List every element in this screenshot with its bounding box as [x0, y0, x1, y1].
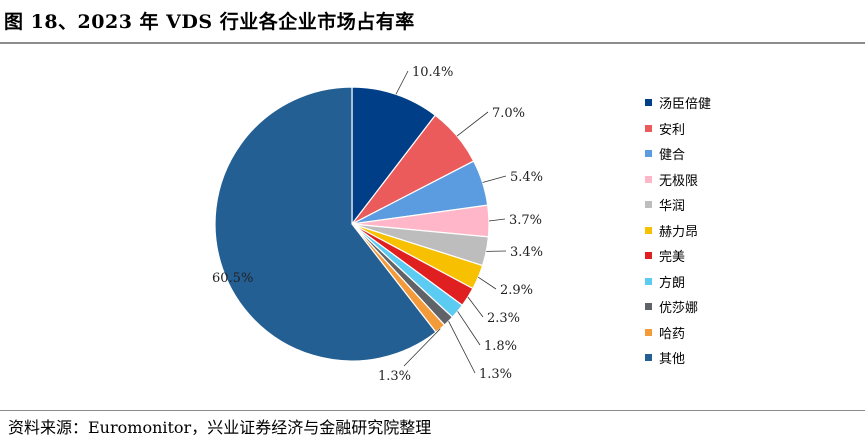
legend-swatch — [645, 201, 652, 209]
leader-line-6 — [478, 276, 497, 290]
chart-title: 图 18、2023 年 VDS 行业各企业市场占有率 — [4, 11, 415, 33]
data-label-3: 5.4% — [510, 170, 543, 185]
legend-swatch — [645, 277, 652, 285]
data-label-9: 1.3% — [479, 367, 512, 382]
data-label-2: 7.0% — [492, 106, 525, 121]
legend-label: 无极限 — [659, 173, 699, 189]
legend-label: 华润 — [659, 199, 686, 215]
legend-label: 优莎娜 — [659, 301, 699, 317]
leader-line-2 — [456, 111, 489, 137]
pie-slice-1 — [351, 86, 437, 226]
leader-line-3 — [482, 175, 507, 183]
legend-swatch — [645, 252, 652, 260]
source-note: 资料来源：Euromonitor，兴业证券经济与金融研究院整理 — [8, 418, 432, 437]
legend-swatch — [645, 328, 652, 336]
pie-slice-11 — [214, 86, 437, 362]
legend-label: 方朗 — [659, 275, 686, 291]
legend-item-10: 哈药 — [645, 320, 755, 346]
bottom-rule — [0, 410, 865, 411]
legend-item-1: 汤臣倍健 — [645, 90, 755, 116]
legend-swatch — [645, 175, 652, 183]
legend-item-11: 其他 — [645, 345, 755, 371]
legend-swatch — [645, 303, 652, 311]
legend-item-5: 华润 — [645, 192, 755, 218]
data-label-4: 3.7% — [509, 213, 542, 228]
leader-line-4 — [488, 218, 506, 222]
legend-label: 健合 — [659, 148, 686, 164]
leader-line-8 — [457, 311, 481, 346]
legend-label: 哈药 — [659, 326, 686, 342]
data-label-6: 2.9% — [500, 283, 533, 298]
legend-item-6: 赫力昂 — [645, 218, 755, 244]
legend-swatch — [645, 150, 652, 158]
top-rule — [0, 42, 865, 44]
data-label-8: 1.8% — [484, 339, 517, 354]
legend-label: 安利 — [659, 122, 686, 138]
legend-item-3: 健合 — [645, 141, 755, 167]
data-label-5: 3.4% — [510, 245, 543, 260]
legend-swatch — [645, 354, 652, 362]
data-label-10: 1.3% — [378, 369, 411, 384]
leader-line-10 — [403, 328, 441, 367]
leader-line-7 — [467, 296, 484, 318]
legend-swatch — [645, 99, 652, 107]
chart-legend: 汤臣倍健安利健合无极限华润赫力昂完美方朗优莎娜哈药其他 — [645, 90, 755, 371]
data-label-1: 10.4% — [412, 65, 453, 80]
data-label-11: 60.5% — [212, 271, 253, 286]
legend-label: 赫力昂 — [659, 224, 699, 240]
legend-item-9: 优莎娜 — [645, 294, 755, 320]
legend-label: 完美 — [659, 250, 686, 266]
pie-chart: 10.4% 7.0% 5.4% 3.7% 3.4% 2.9% 2.3% 1.8% 1.3% 1.3… — [212, 65, 543, 384]
legend-item-7: 完美 — [645, 243, 755, 269]
legend-label: 其他 — [659, 352, 686, 368]
legend-item-4: 无极限 — [645, 167, 755, 193]
leader-line-1 — [395, 70, 409, 95]
legend-swatch — [645, 124, 652, 132]
legend-label: 汤臣倍健 — [659, 97, 712, 113]
leader-line-9 — [448, 320, 476, 374]
data-label-7: 2.3% — [487, 311, 520, 326]
legend-item-2: 安利 — [645, 116, 755, 142]
legend-item-8: 方朗 — [645, 269, 755, 295]
legend-swatch — [645, 226, 652, 234]
